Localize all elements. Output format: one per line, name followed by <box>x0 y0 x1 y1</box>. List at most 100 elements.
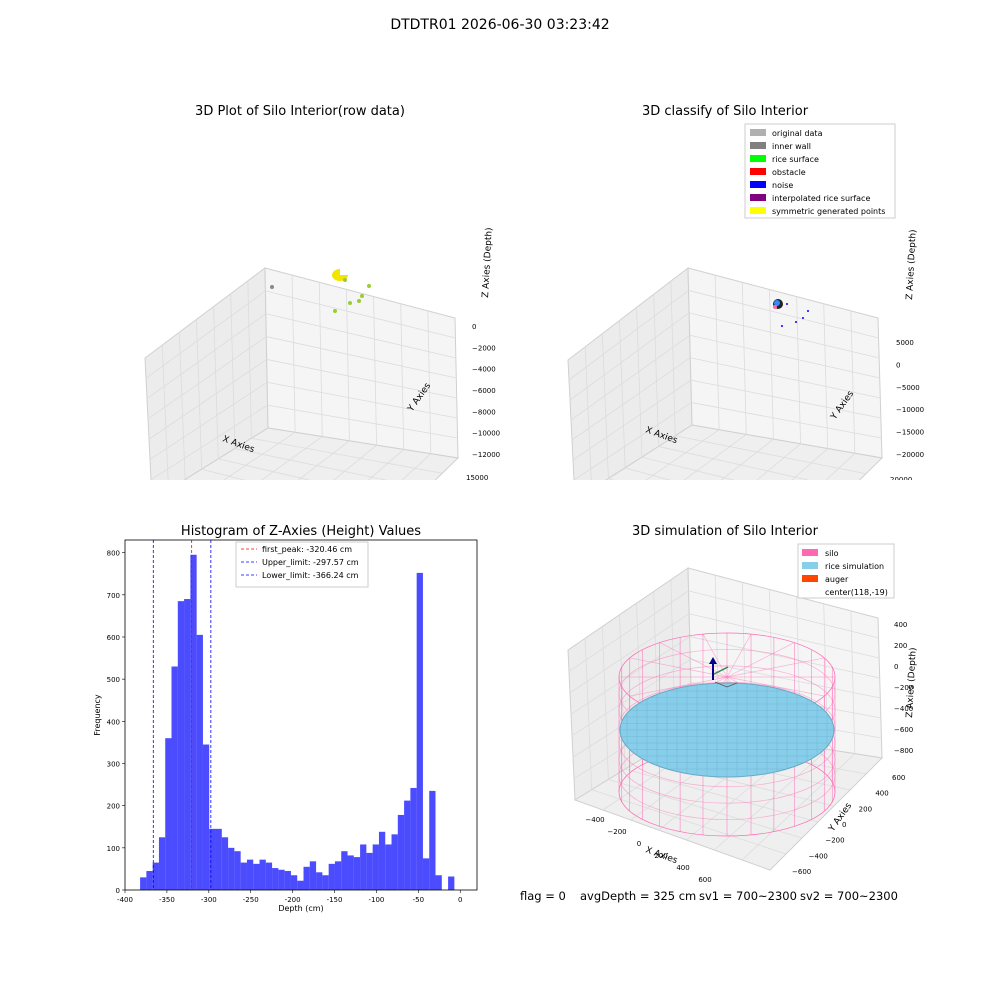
simulation-x-tick-label: 400 <box>676 864 689 872</box>
x-tick-label: -150 <box>327 896 343 904</box>
center-marker <box>713 666 729 675</box>
classify-noise-point <box>807 310 809 312</box>
raw-surface-point <box>333 309 337 313</box>
classify-legend <box>744 123 896 219</box>
legend-label: first_peak: -320.46 cm <box>262 545 352 554</box>
histogram-bar <box>234 851 241 890</box>
x-tick-label: 0 <box>458 896 462 904</box>
simulation-z-tick-labels: 400 200 0 −200 −400 −600 −800 <box>894 621 913 755</box>
simulation-x-tick-labels: −400−200 0 200 400 600 <box>585 816 711 884</box>
histogram-bar <box>404 800 411 890</box>
simulation-x-axis-label: X Axies <box>644 845 679 866</box>
histogram-bar <box>284 871 291 890</box>
legend-label: Upper_limit: -297.57 cm <box>262 558 359 567</box>
classify-noise-point <box>802 317 804 319</box>
legend-swatch <box>750 155 766 162</box>
histogram-x-label: Depth (cm) <box>278 904 323 913</box>
simulation-y-tick-label: 600 <box>892 774 905 782</box>
legend-swatch <box>750 181 766 188</box>
raw-3d-gridlines <box>145 275 458 480</box>
legend-swatch <box>802 575 818 582</box>
simulation-z-tick-label: 400 <box>894 621 907 629</box>
histogram-bar <box>435 875 442 890</box>
legend-swatch <box>750 207 766 214</box>
histogram-chart: -400 -350 -300 -250 -200 -150 -100 -50 0 0 100 200… <box>93 539 478 913</box>
raw-z-tick-label: −10000 <box>472 430 500 438</box>
simulation-x-tick-label: −200 <box>607 828 626 836</box>
histogram-bar <box>334 861 342 890</box>
histogram-bar <box>190 554 197 890</box>
raw-surface-point <box>343 278 347 282</box>
raw-z-tick-label: −8000 <box>472 408 496 416</box>
status-flag: flag = 0 <box>520 889 566 903</box>
legend-label: silo <box>825 549 839 558</box>
histogram-bar <box>290 875 298 890</box>
classify-3d-gridlines <box>568 275 882 480</box>
x-tick-label: -100 <box>368 896 384 904</box>
raw-y-tick-labels: −25000250050007500100001250015000 <box>466 474 488 480</box>
histogram-legend <box>235 541 369 588</box>
histogram-bar <box>316 872 323 890</box>
y-tick-label: 300 <box>107 760 120 768</box>
histogram-bars <box>140 554 455 890</box>
auger-marker <box>709 657 738 688</box>
histogram-bar <box>158 837 166 890</box>
simulation-plot-title: 3D simulation of Silo Interior <box>632 524 818 539</box>
raw-y-tick-label: 15000 <box>466 474 488 480</box>
legend-swatch <box>750 194 766 201</box>
simulation-z-tick-label: −600 <box>894 726 913 734</box>
x-tick-label: -50 <box>413 896 424 904</box>
histogram-bar <box>221 837 229 890</box>
histogram-bar <box>341 851 348 890</box>
legend-label: inner wall <box>772 142 811 151</box>
histogram-bar <box>422 858 430 890</box>
simulation-y-tick-label: 400 <box>875 790 888 798</box>
histogram-bar <box>265 862 273 890</box>
legend-swatch <box>802 549 818 556</box>
raw-z-tick-labels: 0 −2000 −4000 −6000 −8000 −10000 −12000 <box>472 323 500 459</box>
histogram-frame <box>124 539 478 891</box>
x-tick-label: -250 <box>243 896 259 904</box>
legend-label: rice surface <box>772 155 819 164</box>
simulation-y-tick-label: −200 <box>825 837 844 845</box>
histogram-y-ticks: 0 100 200 300 400 500 600 700 800 <box>107 550 125 895</box>
histogram-bar <box>202 744 210 890</box>
y-tick-label: 200 <box>107 803 120 811</box>
simulation-z-tick-label: −800 <box>894 747 913 755</box>
raw-plot-title: 3D Plot of Silo Interior(row data) <box>195 104 405 119</box>
y-tick-label: 400 <box>107 718 120 726</box>
histogram-bar <box>429 790 436 890</box>
histogram-bar <box>372 844 379 890</box>
histogram-bar <box>303 866 310 890</box>
y-tick-label: 100 <box>107 845 120 853</box>
classify-z-tick-label: 5000 <box>896 339 914 347</box>
y-tick-label: 500 <box>107 676 120 684</box>
histogram-vlines <box>152 540 212 890</box>
classify-legend-entries: original data inner wall rice surface obsta… <box>750 129 885 216</box>
simulation-legend-entries: silo rice simulation auger center(118,-19) <box>802 549 888 597</box>
histogram-bar <box>366 852 373 890</box>
simulation-x-tick-label: −400 <box>585 816 604 824</box>
simulation-y-tick-label: 0 <box>842 821 846 829</box>
histogram-bar <box>240 862 247 890</box>
figure-suptitle: DTDTR01 2026-06-30 03:23:42 <box>390 17 610 33</box>
raw-z-tick-label: −2000 <box>472 344 496 352</box>
classify-y-tick-labels: −500005000100001500020000 <box>890 476 912 480</box>
raw-surface-point <box>348 301 352 305</box>
legend-swatch <box>802 562 818 569</box>
status-avg-depth: avgDepth = 325 cm <box>580 889 697 903</box>
raw-z-tick-label: 0 <box>472 323 476 331</box>
histogram-bar <box>309 861 317 890</box>
raw-3d-plot: −25000−20000−15000−10000−500005000 −2500… <box>144 227 500 480</box>
histogram-bar <box>259 859 266 890</box>
rice-simulation-surface <box>619 682 835 778</box>
histogram-bar <box>177 601 185 890</box>
raw-3d-axes-box <box>144 267 460 480</box>
legend-label: obstacle <box>772 168 806 177</box>
classify-z-axis-label: Z Axies (Depth) <box>905 229 919 300</box>
histogram-bar <box>246 859 254 890</box>
simulation-x-tick-label: 200 <box>654 852 667 860</box>
legend-swatch <box>750 168 766 175</box>
status-sv2: sv2 = 700~2300 <box>800 889 898 903</box>
